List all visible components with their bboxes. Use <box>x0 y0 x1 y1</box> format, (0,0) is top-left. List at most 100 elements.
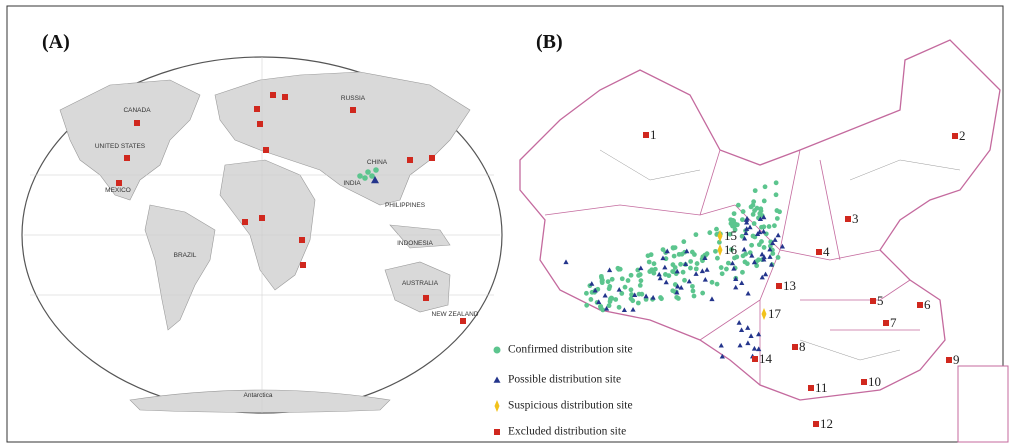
confirmed-site <box>600 278 605 283</box>
country-label: CHINA <box>367 159 388 166</box>
confirmed-site <box>733 222 738 227</box>
confirmed-site <box>672 254 677 259</box>
excluded-site <box>808 385 814 391</box>
confirmed-site <box>357 173 363 179</box>
confirmed-site <box>584 291 589 296</box>
excluded-site <box>257 121 263 127</box>
confirmed-site <box>743 260 748 265</box>
confirmed-site <box>606 279 611 284</box>
site-label: 5 <box>877 293 884 308</box>
site-label: 16 <box>724 242 738 257</box>
confirmed-site <box>694 266 699 271</box>
country-label: UNITED STATES <box>95 143 146 150</box>
confirmed-site <box>774 208 779 213</box>
site-label: 11 <box>815 380 828 395</box>
confirmed-site <box>688 266 693 271</box>
confirmed-site <box>671 262 676 267</box>
excluded-site <box>423 295 429 301</box>
site-label: 1 <box>650 127 657 142</box>
confirmed-site <box>680 252 685 257</box>
excluded-site <box>299 237 305 243</box>
confirmed-site <box>757 242 762 247</box>
country-label: MEXICO <box>105 187 131 194</box>
excluded-site <box>350 107 356 113</box>
confirmed-site <box>365 169 371 175</box>
confirmed-site <box>676 296 681 301</box>
confirmed-site <box>714 227 719 232</box>
confirmed-site <box>616 266 621 271</box>
confirmed-site <box>629 287 634 292</box>
confirmed-site <box>607 303 612 308</box>
confirmed-site <box>692 294 697 299</box>
confirmed-site <box>610 277 615 282</box>
confirmed-site <box>774 180 779 185</box>
confirmed-site <box>715 256 720 261</box>
excluded-site <box>917 302 923 308</box>
site-label: 12 <box>820 416 833 431</box>
country-label: CANADA <box>123 107 151 114</box>
confirmed-site <box>649 267 654 272</box>
confirmed-site <box>663 272 668 277</box>
confirmed-site <box>757 211 762 216</box>
country-label: AUSTRALIA <box>402 280 439 287</box>
excluded-site <box>242 219 248 225</box>
confirmed-site <box>762 245 767 250</box>
confirmed-site <box>661 247 666 252</box>
country-label: NEW ZEALAND <box>432 311 479 318</box>
confirmed-site <box>717 240 722 245</box>
confirmed-site <box>688 259 693 264</box>
excluded-site <box>946 357 952 363</box>
confirmed-site <box>639 278 644 283</box>
excluded-site <box>643 132 649 138</box>
excluded-site <box>124 155 130 161</box>
excluded-site <box>282 94 288 100</box>
site-label: 13 <box>783 278 796 293</box>
site-label: 8 <box>799 339 806 354</box>
excluded-site <box>407 157 413 163</box>
confirmed-site <box>740 270 745 275</box>
excluded-site <box>460 318 466 324</box>
excluded-site <box>494 429 500 435</box>
confirmed-site <box>652 261 657 266</box>
confirmed-site <box>759 225 764 230</box>
excluded-site <box>254 106 260 112</box>
legend-label: Suspicious distribution site <box>508 400 633 412</box>
confirmed-site <box>736 203 741 208</box>
confirmed-site <box>705 251 710 256</box>
confirmed-site <box>751 234 756 239</box>
legend-label: Confirmed distribution site <box>508 344 633 356</box>
excluded-site <box>861 379 867 385</box>
confirmed-site <box>682 278 687 283</box>
site-label: 7 <box>890 315 897 330</box>
confirmed-site <box>740 217 745 222</box>
confirmed-site <box>620 276 625 281</box>
confirmed-site <box>743 252 748 257</box>
country-label: Antarctica <box>244 392 273 399</box>
confirmed-site <box>658 295 663 300</box>
confirmed-site <box>730 218 735 223</box>
confirmed-site <box>700 291 705 296</box>
excluded-site <box>300 262 306 268</box>
confirmed-site <box>726 261 731 266</box>
excluded-site <box>776 283 782 289</box>
confirmed-site <box>598 304 603 309</box>
confirmed-site <box>637 292 642 297</box>
excluded-site <box>263 147 269 153</box>
site-label: 15 <box>724 228 737 243</box>
excluded-site <box>116 180 122 186</box>
confirmed-site <box>638 283 643 288</box>
site-label: 3 <box>852 211 859 226</box>
confirmed-site <box>623 285 628 290</box>
confirmed-site <box>609 296 614 301</box>
excluded-site <box>259 215 265 221</box>
confirmed-site <box>774 192 779 197</box>
confirmed-site <box>758 206 763 211</box>
confirmed-site <box>671 246 676 251</box>
confirmed-site <box>751 203 756 208</box>
confirmed-site <box>713 249 718 254</box>
confirmed-site <box>732 211 737 216</box>
confirmed-site <box>649 252 654 257</box>
confirmed-site <box>724 267 729 272</box>
site-label: 10 <box>868 374 881 389</box>
confirmed-site <box>494 347 501 354</box>
